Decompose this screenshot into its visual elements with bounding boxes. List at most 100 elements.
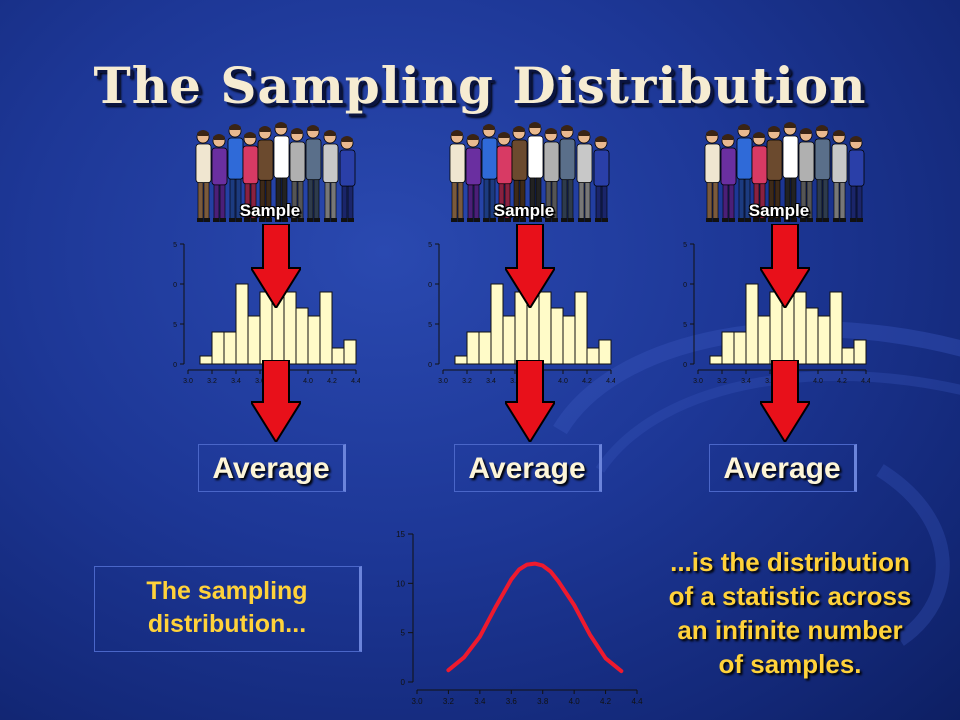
sample-label-2: Sample <box>493 201 555 220</box>
down-arrow-icon <box>760 360 810 442</box>
people-group-icon <box>449 122 610 222</box>
y-tick-label: 5 <box>683 242 687 249</box>
person-figure <box>511 126 528 222</box>
sample-label-3: Sample <box>748 201 810 220</box>
sample-label-1: Sample <box>239 201 301 220</box>
histogram-bar <box>235 283 249 365</box>
histogram-bar <box>550 307 564 365</box>
x-tick-label: 3.6 <box>765 378 775 385</box>
y-tick-label: 0 <box>683 282 687 289</box>
histogram-bar <box>757 315 771 365</box>
histogram-bar <box>745 283 759 365</box>
histogram-bar <box>502 315 516 365</box>
person-figure <box>751 132 768 222</box>
definition-text: ...is the distribution of a statistic ac… <box>620 545 960 681</box>
x-tick-label: 3.4 <box>486 378 496 385</box>
histogram-bar <box>199 355 213 365</box>
histogram-bar <box>223 331 237 365</box>
y-tick-label: 0 <box>683 362 687 369</box>
x-tick-label: 3.2 <box>443 697 455 706</box>
sampling-distribution-box: The sampling distribution... <box>94 566 362 652</box>
y-tick-label: 0 <box>173 282 177 289</box>
average-box-1: Average <box>198 444 346 492</box>
average-box-3: Average <box>709 444 857 492</box>
histogram-bar <box>307 315 321 365</box>
definition-line-4: of samples. <box>718 649 862 679</box>
histogram-bar <box>598 339 612 365</box>
person-figure <box>831 130 848 222</box>
histogram-bar <box>295 307 309 365</box>
y-tick-label: 5 <box>173 322 177 329</box>
x-tick-label: 3.0 <box>183 378 193 385</box>
x-tick-label: 4.0 <box>558 378 568 385</box>
person-figure <box>339 136 356 222</box>
person-figure <box>481 124 498 222</box>
histogram-bar <box>817 315 831 365</box>
x-tick-label: 3.4 <box>474 697 486 706</box>
histogram-bar <box>733 331 747 365</box>
histogram-bar <box>709 355 723 365</box>
person-figure <box>257 126 274 222</box>
person-figure <box>736 124 753 222</box>
person-figure <box>273 122 290 222</box>
x-tick-label: 3.2 <box>717 378 727 385</box>
histogram-bar <box>586 347 600 365</box>
definition-line-3: an infinite number <box>677 615 903 645</box>
histogram-bar <box>211 331 225 365</box>
y-tick-label: 0 <box>173 362 177 369</box>
person-figure <box>559 125 576 222</box>
person-figure <box>211 134 228 222</box>
histogram-bar <box>319 291 333 365</box>
x-tick-label: 4.2 <box>582 378 592 385</box>
histogram-bar <box>466 331 480 365</box>
histogram-bar <box>478 331 492 365</box>
x-tick-label: 3.0 <box>438 378 448 385</box>
x-tick-label: 3.4 <box>231 378 241 385</box>
person-figure <box>593 136 610 222</box>
sampling-distribution-chart: 0 5 10 15 3.0 3.2 3.4 3.6 3.8 4.0 4.2 4.4 <box>396 530 643 706</box>
person-figure <box>814 125 831 222</box>
sampling-box-line-1: The sampling <box>146 577 308 605</box>
histogram-bar <box>574 291 588 365</box>
person-figure <box>465 134 482 222</box>
histogram-bar <box>829 291 843 365</box>
person-figure <box>576 130 593 222</box>
down-arrow-icon <box>505 224 555 308</box>
definition-line-1: ...is the distribution <box>670 547 910 577</box>
person-figure <box>543 128 560 222</box>
person-figure <box>322 130 339 222</box>
person-figure <box>766 126 783 222</box>
page-title: The Sampling Distribution <box>93 56 867 115</box>
x-tick-label: 3.2 <box>207 378 217 385</box>
x-tick-label: 4.2 <box>837 378 847 385</box>
definition-line-2: of a statistic across <box>668 581 912 611</box>
down-arrow-icon <box>760 224 810 308</box>
x-tick-label: 3.8 <box>537 697 549 706</box>
down-arrow-icon <box>505 360 555 442</box>
down-arrow-icon <box>251 360 301 442</box>
person-figure <box>782 122 799 222</box>
y-tick-label: 5 <box>428 242 432 249</box>
histogram-bar <box>247 315 261 365</box>
y-tick-label: 10 <box>396 579 405 588</box>
y-tick-label: 5 <box>173 242 177 249</box>
normal-curve-line <box>446 561 624 674</box>
average-box-2: Average <box>454 444 602 492</box>
x-tick-label: 3.4 <box>741 378 751 385</box>
x-tick-label: 4.4 <box>631 697 643 706</box>
histogram-bar <box>562 315 576 365</box>
x-tick-label: 3.0 <box>411 697 423 706</box>
x-tick-label: 4.4 <box>861 378 870 385</box>
y-tick-label: 5 <box>401 629 406 638</box>
x-tick-label: 4.0 <box>569 697 581 706</box>
person-figure <box>848 136 865 222</box>
person-figure <box>289 128 306 222</box>
person-figure <box>798 128 815 222</box>
people-group-icon <box>704 122 865 222</box>
person-figure <box>527 122 544 222</box>
x-tick-label: 3.6 <box>506 697 518 706</box>
x-tick-label: 3.6 <box>510 378 520 385</box>
person-figure <box>496 132 513 222</box>
sampling-box-line-2: distribution... <box>147 610 307 638</box>
